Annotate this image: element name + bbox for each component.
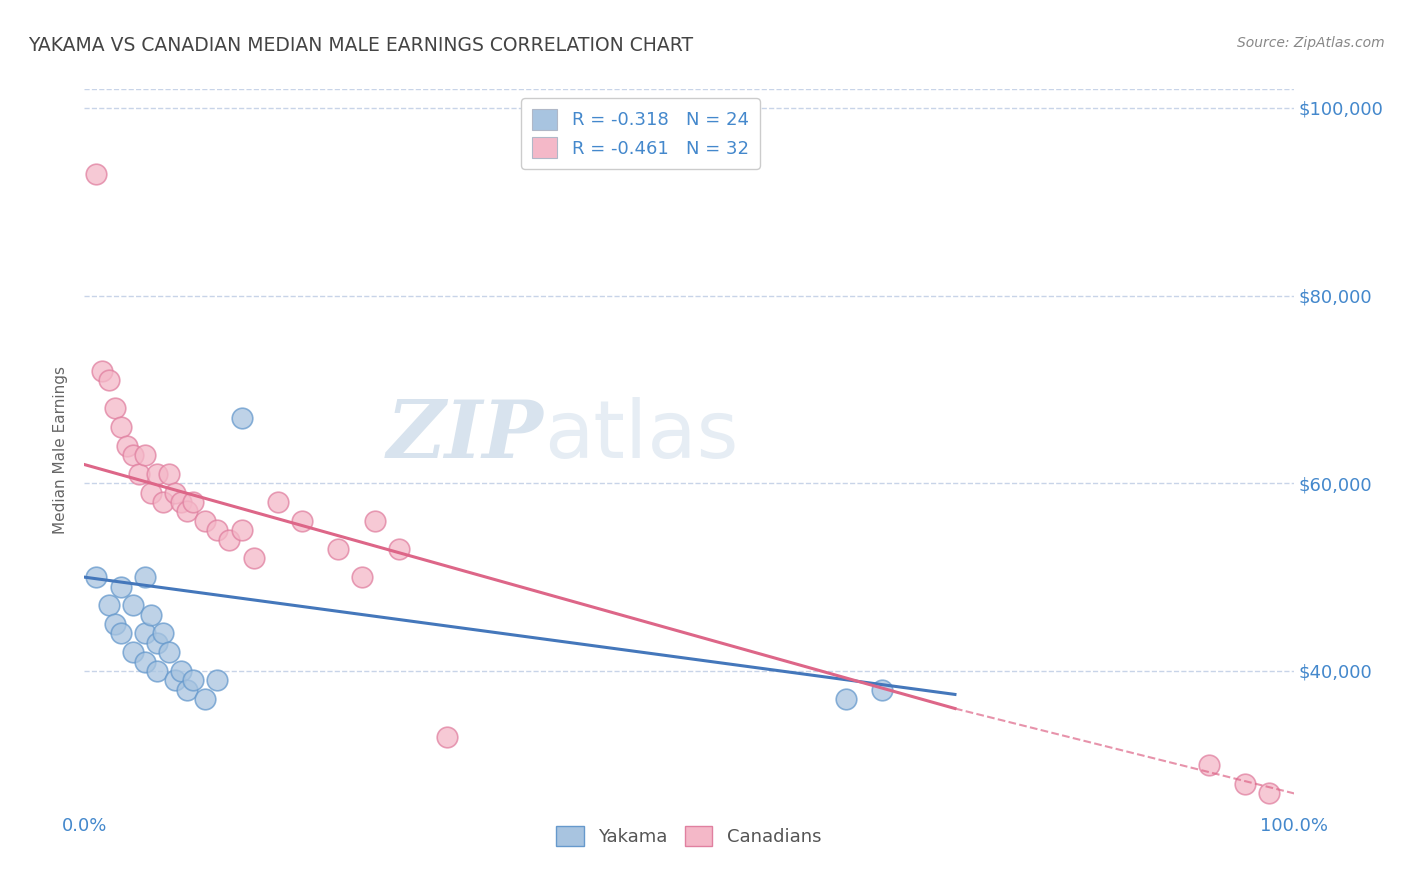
Point	[121, 448, 143, 462]
Point	[835, 692, 858, 706]
Point	[104, 617, 127, 632]
Y-axis label: Median Male Earnings: Median Male Earnings	[53, 367, 69, 534]
Point	[242, 551, 264, 566]
Text: Source: ZipAtlas.com: Source: ZipAtlas.com	[1237, 36, 1385, 50]
Point	[110, 580, 132, 594]
Point	[110, 626, 132, 640]
Point	[128, 467, 150, 481]
Point	[1198, 757, 1220, 772]
Point	[1258, 786, 1281, 800]
Point	[436, 730, 458, 744]
Point	[91, 364, 114, 378]
Point	[872, 682, 894, 697]
Point	[363, 514, 385, 528]
Point	[194, 692, 217, 706]
Point	[121, 599, 143, 613]
Point	[194, 514, 217, 528]
Point	[291, 514, 314, 528]
Point	[146, 636, 169, 650]
Point	[231, 410, 253, 425]
Legend: Yakama, Canadians: Yakama, Canadians	[550, 819, 828, 854]
Text: YAKAMA VS CANADIAN MEDIAN MALE EARNINGS CORRELATION CHART: YAKAMA VS CANADIAN MEDIAN MALE EARNINGS …	[28, 36, 693, 54]
Point	[352, 570, 374, 584]
Point	[170, 664, 193, 678]
Point	[146, 467, 169, 481]
Point	[134, 655, 156, 669]
Point	[157, 467, 180, 481]
Point	[157, 645, 180, 659]
Point	[267, 495, 290, 509]
Text: ZIP: ZIP	[387, 397, 544, 475]
Point	[86, 570, 108, 584]
Point	[207, 523, 229, 537]
Point	[165, 673, 187, 688]
Point	[115, 439, 138, 453]
Point	[1234, 776, 1257, 790]
Point	[134, 626, 156, 640]
Point	[388, 541, 411, 556]
Point	[152, 626, 174, 640]
Point	[181, 495, 204, 509]
Point	[165, 485, 187, 500]
Point	[134, 448, 156, 462]
Point	[139, 607, 162, 622]
Point	[110, 420, 132, 434]
Point	[170, 495, 193, 509]
Point	[328, 541, 350, 556]
Point	[139, 485, 162, 500]
Point	[176, 504, 198, 518]
Point	[181, 673, 204, 688]
Text: atlas: atlas	[544, 397, 738, 475]
Point	[231, 523, 253, 537]
Point	[97, 599, 120, 613]
Point	[146, 664, 169, 678]
Point	[97, 373, 120, 387]
Point	[176, 682, 198, 697]
Point	[134, 570, 156, 584]
Point	[207, 673, 229, 688]
Point	[86, 167, 108, 181]
Point	[104, 401, 127, 416]
Point	[152, 495, 174, 509]
Point	[121, 645, 143, 659]
Point	[218, 533, 240, 547]
